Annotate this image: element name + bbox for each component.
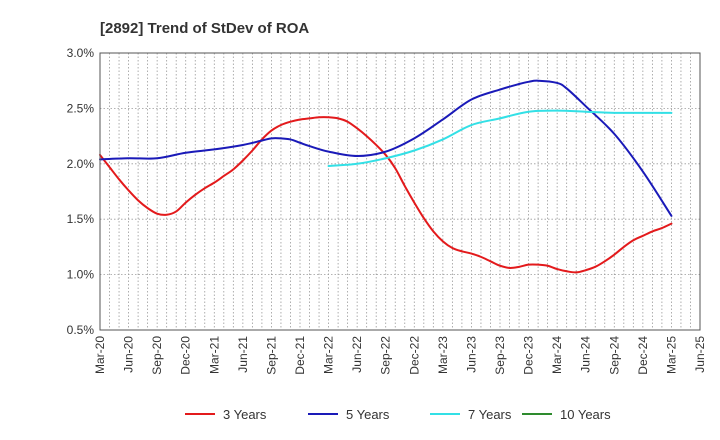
x-tick-label: Dec-22 xyxy=(407,336,421,375)
x-tick-label: Mar-25 xyxy=(664,336,678,374)
x-tick-label: Jun-23 xyxy=(464,336,478,373)
x-tick-label: Dec-21 xyxy=(293,336,307,375)
y-tick-label: 1.5% xyxy=(67,212,95,226)
y-tick-label: 0.5% xyxy=(67,323,95,337)
legend-label-5-years: 5 Years xyxy=(346,407,390,422)
chart-legend: 3 Years 5 Years 7 Years 10 Years xyxy=(185,407,611,422)
legend-label-10-years: 10 Years xyxy=(560,407,611,422)
x-axis-ticks: Mar-20 Jun-20 Sep-20 Dec-20 Mar-21 Jun-21 Sep-… xyxy=(93,336,707,375)
x-tick-label: Jun-24 xyxy=(579,336,593,373)
x-tick-label: Jun-22 xyxy=(350,336,364,373)
chart-grid xyxy=(100,53,700,330)
x-tick-label: Sep-23 xyxy=(493,336,507,375)
x-tick-label: Jun-25 xyxy=(693,336,707,373)
legend-label-3-years: 3 Years xyxy=(223,407,267,422)
y-tick-label: 2.5% xyxy=(67,101,95,115)
y-tick-label: 3.0% xyxy=(67,46,95,60)
plot-frame xyxy=(99,52,701,331)
series-line-3-years xyxy=(99,116,673,274)
x-tick-label: Mar-20 xyxy=(93,336,107,374)
x-tick-label: Sep-22 xyxy=(379,336,393,375)
series-line-5-years xyxy=(99,79,673,217)
x-tick-label: Jun-21 xyxy=(236,336,250,373)
chart-title: [2892] Trend of StDev of ROA xyxy=(100,20,309,37)
chart-series xyxy=(99,79,673,274)
x-tick-label: Dec-20 xyxy=(179,336,193,375)
legend-label-7-years: 7 Years xyxy=(468,407,512,422)
x-tick-label: Mar-21 xyxy=(207,336,221,374)
y-axis-ticks: 0.5% 1.0% 1.5% 2.0% 2.5% 3.0% xyxy=(67,46,95,337)
x-tick-label: Mar-24 xyxy=(550,336,564,374)
series-line-7-years xyxy=(327,109,673,168)
x-tick-label: Mar-22 xyxy=(322,336,336,374)
x-tick-label: Sep-21 xyxy=(264,336,278,375)
x-tick-label: Dec-24 xyxy=(636,336,650,375)
x-tick-label: Mar-23 xyxy=(436,336,450,374)
y-tick-label: 2.0% xyxy=(67,157,95,171)
y-tick-label: 1.0% xyxy=(67,268,95,282)
x-tick-label: Sep-24 xyxy=(607,336,621,375)
x-tick-label: Sep-20 xyxy=(150,336,164,375)
x-tick-label: Jun-20 xyxy=(122,336,136,373)
x-tick-label: Dec-23 xyxy=(522,336,536,375)
